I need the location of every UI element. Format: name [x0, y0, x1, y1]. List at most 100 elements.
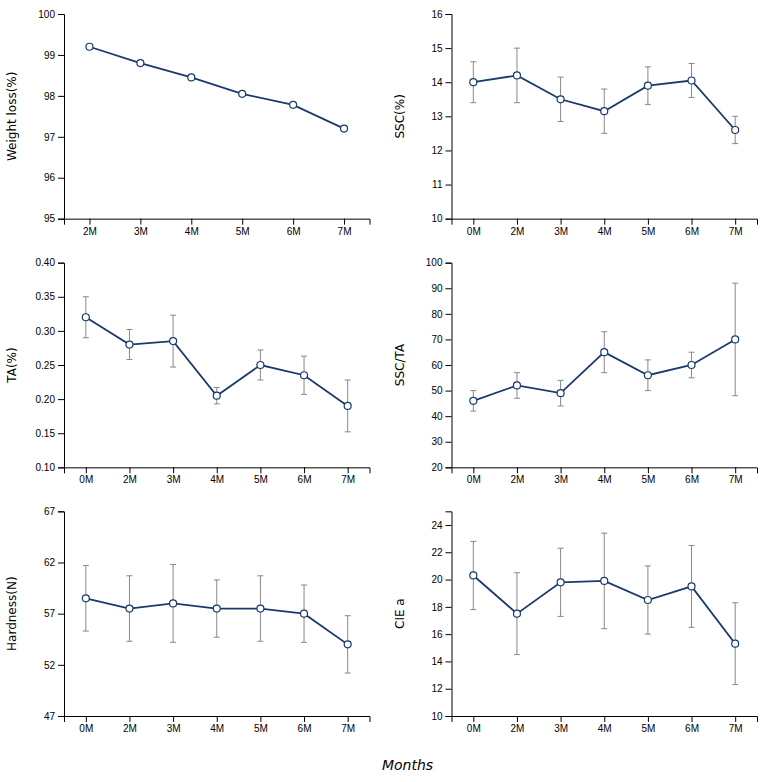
x-tick-mark: [561, 219, 562, 225]
y-tick-label: 15: [431, 43, 443, 54]
x-tick: 2M: [511, 467, 525, 485]
x-axis: 0M2M3M4M5M6M7M: [452, 467, 758, 485]
error-bar: [732, 283, 738, 396]
y-tick: 47: [44, 711, 64, 722]
y-tick-mark: [446, 339, 452, 340]
y-tick: 20: [431, 462, 451, 473]
x-tick-label: 6M: [287, 226, 301, 237]
marks: [470, 533, 739, 684]
x-axis: 0M2M3M4M5M6M7M: [65, 467, 371, 485]
y-axis-title: TA(%): [5, 347, 19, 383]
y-axis-title: CIE a: [393, 598, 407, 629]
y-axis-title: SSC/TA: [393, 343, 407, 386]
y-tick: 10: [431, 213, 451, 224]
y-tick-mark: [58, 55, 64, 56]
marks: [470, 48, 739, 144]
x-tick-label: 0M: [79, 474, 93, 485]
x-tick: 6M: [287, 219, 301, 237]
point: [344, 641, 351, 648]
marks: [86, 43, 348, 132]
error-bar: [689, 352, 695, 378]
error-bar: [301, 356, 307, 394]
y-tick-mark: [58, 511, 64, 512]
y-tick-label: 97: [44, 132, 56, 143]
point: [170, 600, 177, 607]
y-tick-label: 0.15: [36, 428, 56, 439]
y-tick-label: 50: [431, 385, 443, 396]
y-tick-label: 16: [431, 629, 443, 640]
error-bar: [645, 566, 651, 634]
x-tick: 0M: [467, 467, 481, 485]
y-tick-mark: [446, 416, 452, 417]
y-tick: 18: [431, 602, 451, 613]
y-tick-mark: [446, 467, 452, 468]
x-tick-label: 0M: [79, 723, 93, 734]
y-tick-label: 12: [431, 145, 443, 156]
x-tick: 6M: [298, 716, 312, 734]
error-bars: [470, 48, 738, 144]
y-tick-label: 20: [431, 462, 443, 473]
y-tick-label: 0.35: [36, 291, 56, 302]
point: [644, 82, 651, 89]
x-tick-mark: [344, 219, 345, 225]
y-tick-mark: [446, 442, 452, 443]
x-tick-label: 0M: [467, 226, 481, 237]
point: [82, 595, 89, 602]
x-tick-label: 4M: [210, 474, 224, 485]
y-axis: 2030405060708090100: [426, 257, 452, 473]
error-bar: [732, 116, 738, 143]
point: [557, 579, 564, 586]
point: [688, 583, 695, 590]
point: [557, 96, 564, 103]
error-bar: [601, 332, 607, 373]
x-tick-mark: [517, 716, 518, 722]
y-tick-label: 57: [44, 608, 56, 619]
y-tick-mark: [446, 288, 452, 289]
x-tick: 3M: [134, 219, 148, 237]
x-tick-mark: [604, 219, 605, 225]
y-tick-mark: [58, 365, 64, 366]
y-tick-mark: [446, 219, 452, 220]
y-tick-mark: [58, 331, 64, 332]
y-tick: 96: [44, 172, 64, 183]
error-bar: [341, 126, 347, 132]
line: [89, 47, 344, 129]
y-tick: 10: [431, 711, 451, 722]
x-tick-label: 6M: [685, 474, 699, 485]
error-bar: [689, 63, 695, 97]
y-tick-label: 13: [431, 111, 443, 122]
x-axis-line: [452, 219, 758, 225]
error-bar: [257, 350, 263, 380]
markers: [82, 314, 351, 410]
x-tick: 6M: [685, 219, 699, 237]
x-tick: 4M: [210, 467, 224, 485]
y-tick: 12: [431, 683, 451, 694]
x-tick-mark: [692, 716, 693, 722]
y-tick-label: 22: [431, 547, 443, 558]
x-tick-mark: [735, 467, 736, 473]
panel: 0.100.150.200.250.300.350.400M2M3M4M5M6M…: [5, 257, 370, 485]
point: [732, 640, 739, 647]
x-tick-label: 2M: [123, 723, 137, 734]
x-tick-mark: [86, 716, 87, 722]
x-tick-mark: [260, 467, 261, 473]
markers: [470, 72, 739, 134]
line: [473, 339, 735, 400]
x-tick-label: 6M: [298, 474, 312, 485]
x-tick-label: 2M: [511, 723, 525, 734]
x-tick: 0M: [79, 716, 93, 734]
x-tick-label: 4M: [598, 474, 612, 485]
x-tick-mark: [517, 467, 518, 473]
y-tick: 52: [44, 660, 64, 671]
x-tick-label: 6M: [685, 226, 699, 237]
x-tick: 5M: [641, 219, 655, 237]
y-tick: 57: [44, 608, 64, 619]
x-tick: 2M: [83, 219, 97, 237]
x-tick-mark: [561, 716, 562, 722]
x-tick-mark: [604, 467, 605, 473]
x-tick: 2M: [511, 219, 525, 237]
y-tick-mark: [446, 661, 452, 662]
x-tick: 6M: [685, 716, 699, 734]
y-axis-line: [58, 512, 65, 717]
y-tick-label: 16: [431, 9, 443, 20]
